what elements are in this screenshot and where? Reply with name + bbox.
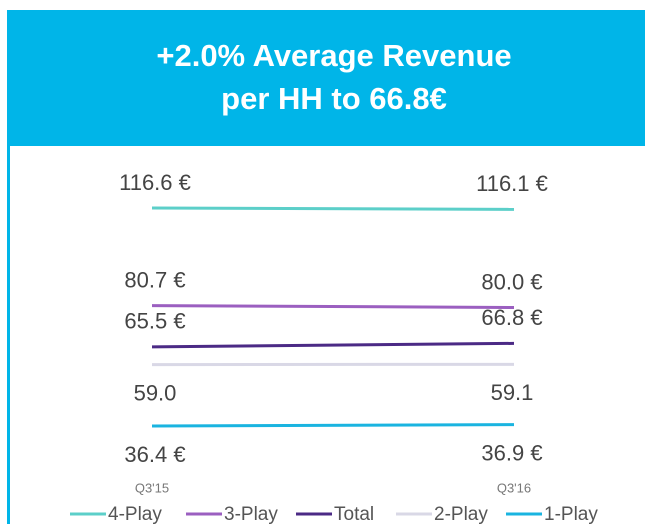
data-label: 116.1 € bbox=[476, 171, 548, 196]
legend-label: 1-Play bbox=[544, 504, 598, 524]
chart-title: per HH to 66.8€ bbox=[221, 81, 447, 116]
data-label: 80.0 € bbox=[481, 269, 542, 294]
data-label: 59.0 bbox=[134, 380, 177, 405]
data-label: 116.6 € bbox=[119, 170, 191, 195]
x-tick-label: Q3'15 bbox=[135, 480, 169, 495]
line bbox=[151, 304, 515, 309]
legend-label: 2-Play bbox=[434, 504, 488, 524]
data-label: 66.8 € bbox=[481, 305, 542, 330]
data-label: 36.9 € bbox=[481, 440, 542, 465]
legend-label: 3-Play bbox=[224, 504, 278, 524]
data-label: 36.4 € bbox=[124, 442, 185, 467]
left-border bbox=[7, 146, 10, 524]
legend-label: 4-Play bbox=[108, 504, 162, 524]
legend-label: Total bbox=[334, 504, 374, 524]
data-label: 80.7 € bbox=[124, 267, 185, 292]
line bbox=[151, 423, 515, 428]
line bbox=[151, 341, 515, 349]
data-label: 59.1 bbox=[491, 380, 534, 405]
chart-title: +2.0% Average Revenue bbox=[156, 38, 511, 73]
line bbox=[151, 206, 515, 211]
data-label: 65.5 € bbox=[124, 309, 185, 334]
header-box bbox=[7, 10, 645, 146]
x-tick-label: Q3'16 bbox=[497, 480, 531, 495]
